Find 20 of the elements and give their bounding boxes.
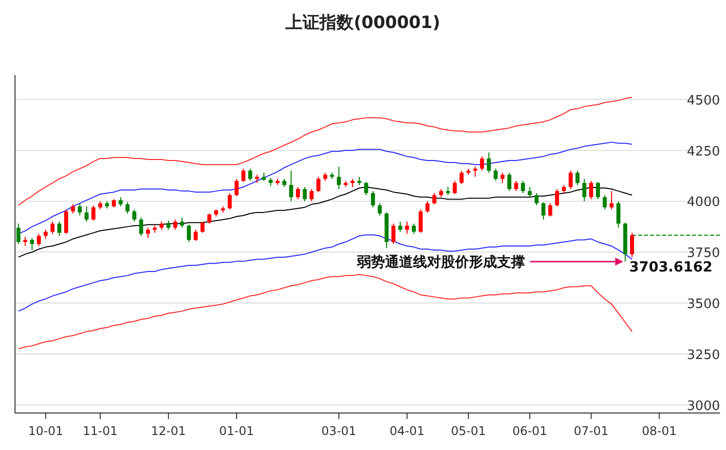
y-tick-label: 4500: [686, 93, 720, 108]
x-tick-label: 07-01: [574, 424, 609, 438]
annotation: 3703.6162: [629, 260, 712, 276]
x-tick-label: 03-01: [321, 424, 356, 438]
chart-title: 上证指数(000001): [284, 13, 440, 33]
x-tick-label: 08-01: [642, 424, 677, 438]
x-tick-label: 01-01: [219, 424, 254, 438]
y-tick-label: 4000: [686, 195, 720, 210]
x-tick-label: 12-01: [150, 424, 186, 438]
x-tick-label: 04-01: [390, 424, 424, 438]
x-tick-label: 06-01: [512, 424, 548, 438]
annotation: 弱势通道线对股价形成支撑: [356, 254, 526, 271]
y-tick-label: 4250: [686, 144, 720, 160]
x-tick-label: 11-01: [82, 424, 118, 438]
y-tick-label: 3250: [686, 348, 720, 363]
x-tick-label: 05-01: [450, 424, 486, 438]
x-tick-label: 10-01: [28, 424, 64, 438]
y-tick-label: 3500: [686, 297, 720, 312]
y-tick-label: 3750: [686, 246, 720, 262]
y-tick-label: 3000: [686, 398, 720, 414]
